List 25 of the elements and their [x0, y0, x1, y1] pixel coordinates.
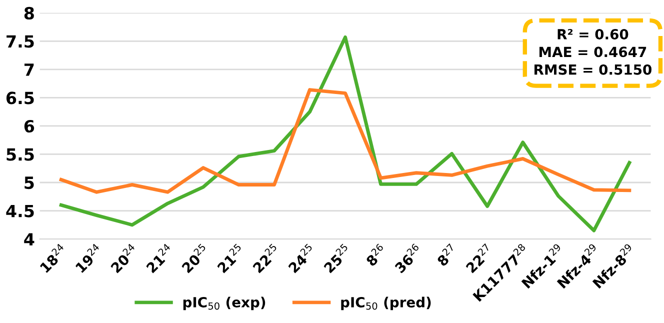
- x-tick-label: 8$^{26}$: [364, 243, 388, 267]
- legend-label: pIC$_{50}$ (pred): [341, 296, 431, 310]
- x-tick-label: 8$^{27}$: [434, 243, 458, 267]
- x-tick-label: 18$^{24}$: [38, 243, 68, 274]
- y-tick-label: 7.5: [6, 35, 34, 48]
- x-tick-label: 20$^{24}$: [108, 243, 140, 274]
- line-series: [59, 88, 632, 194]
- y-tick-label: 6.5: [6, 92, 34, 104]
- x-tick-label: 20$^{25}$: [180, 243, 210, 274]
- x-tick-label: 24$^{25}$: [286, 243, 316, 274]
- x-tick-label: 21$^{25}$: [215, 243, 246, 274]
- y-tick-label: 4.5: [6, 204, 34, 218]
- y-tick-label: 4: [24, 233, 34, 246]
- y-tick-label: 6: [24, 120, 34, 133]
- y-tick-label: 5: [24, 176, 34, 190]
- x-tick-label: 36$^{26}$: [392, 243, 424, 274]
- y-tick-label: 5.5: [6, 148, 34, 161]
- x-tick-label: 21$^{24}$: [144, 243, 174, 274]
- y-tick-label: 7: [24, 64, 34, 76]
- x-tick-label: 22$^{25}$: [250, 243, 281, 274]
- x-tick-label: 25$^{25}$: [322, 243, 352, 274]
- annotation: R² = 0.60 MAE = 0.4647 RMSE = 0.5150: [534, 28, 652, 75]
- y-tick-label: 8: [24, 6, 34, 20]
- legend-label: pIC$_{50}$ (exp): [183, 296, 266, 310]
- x-tick-label: 19$^{24}$: [74, 243, 104, 274]
